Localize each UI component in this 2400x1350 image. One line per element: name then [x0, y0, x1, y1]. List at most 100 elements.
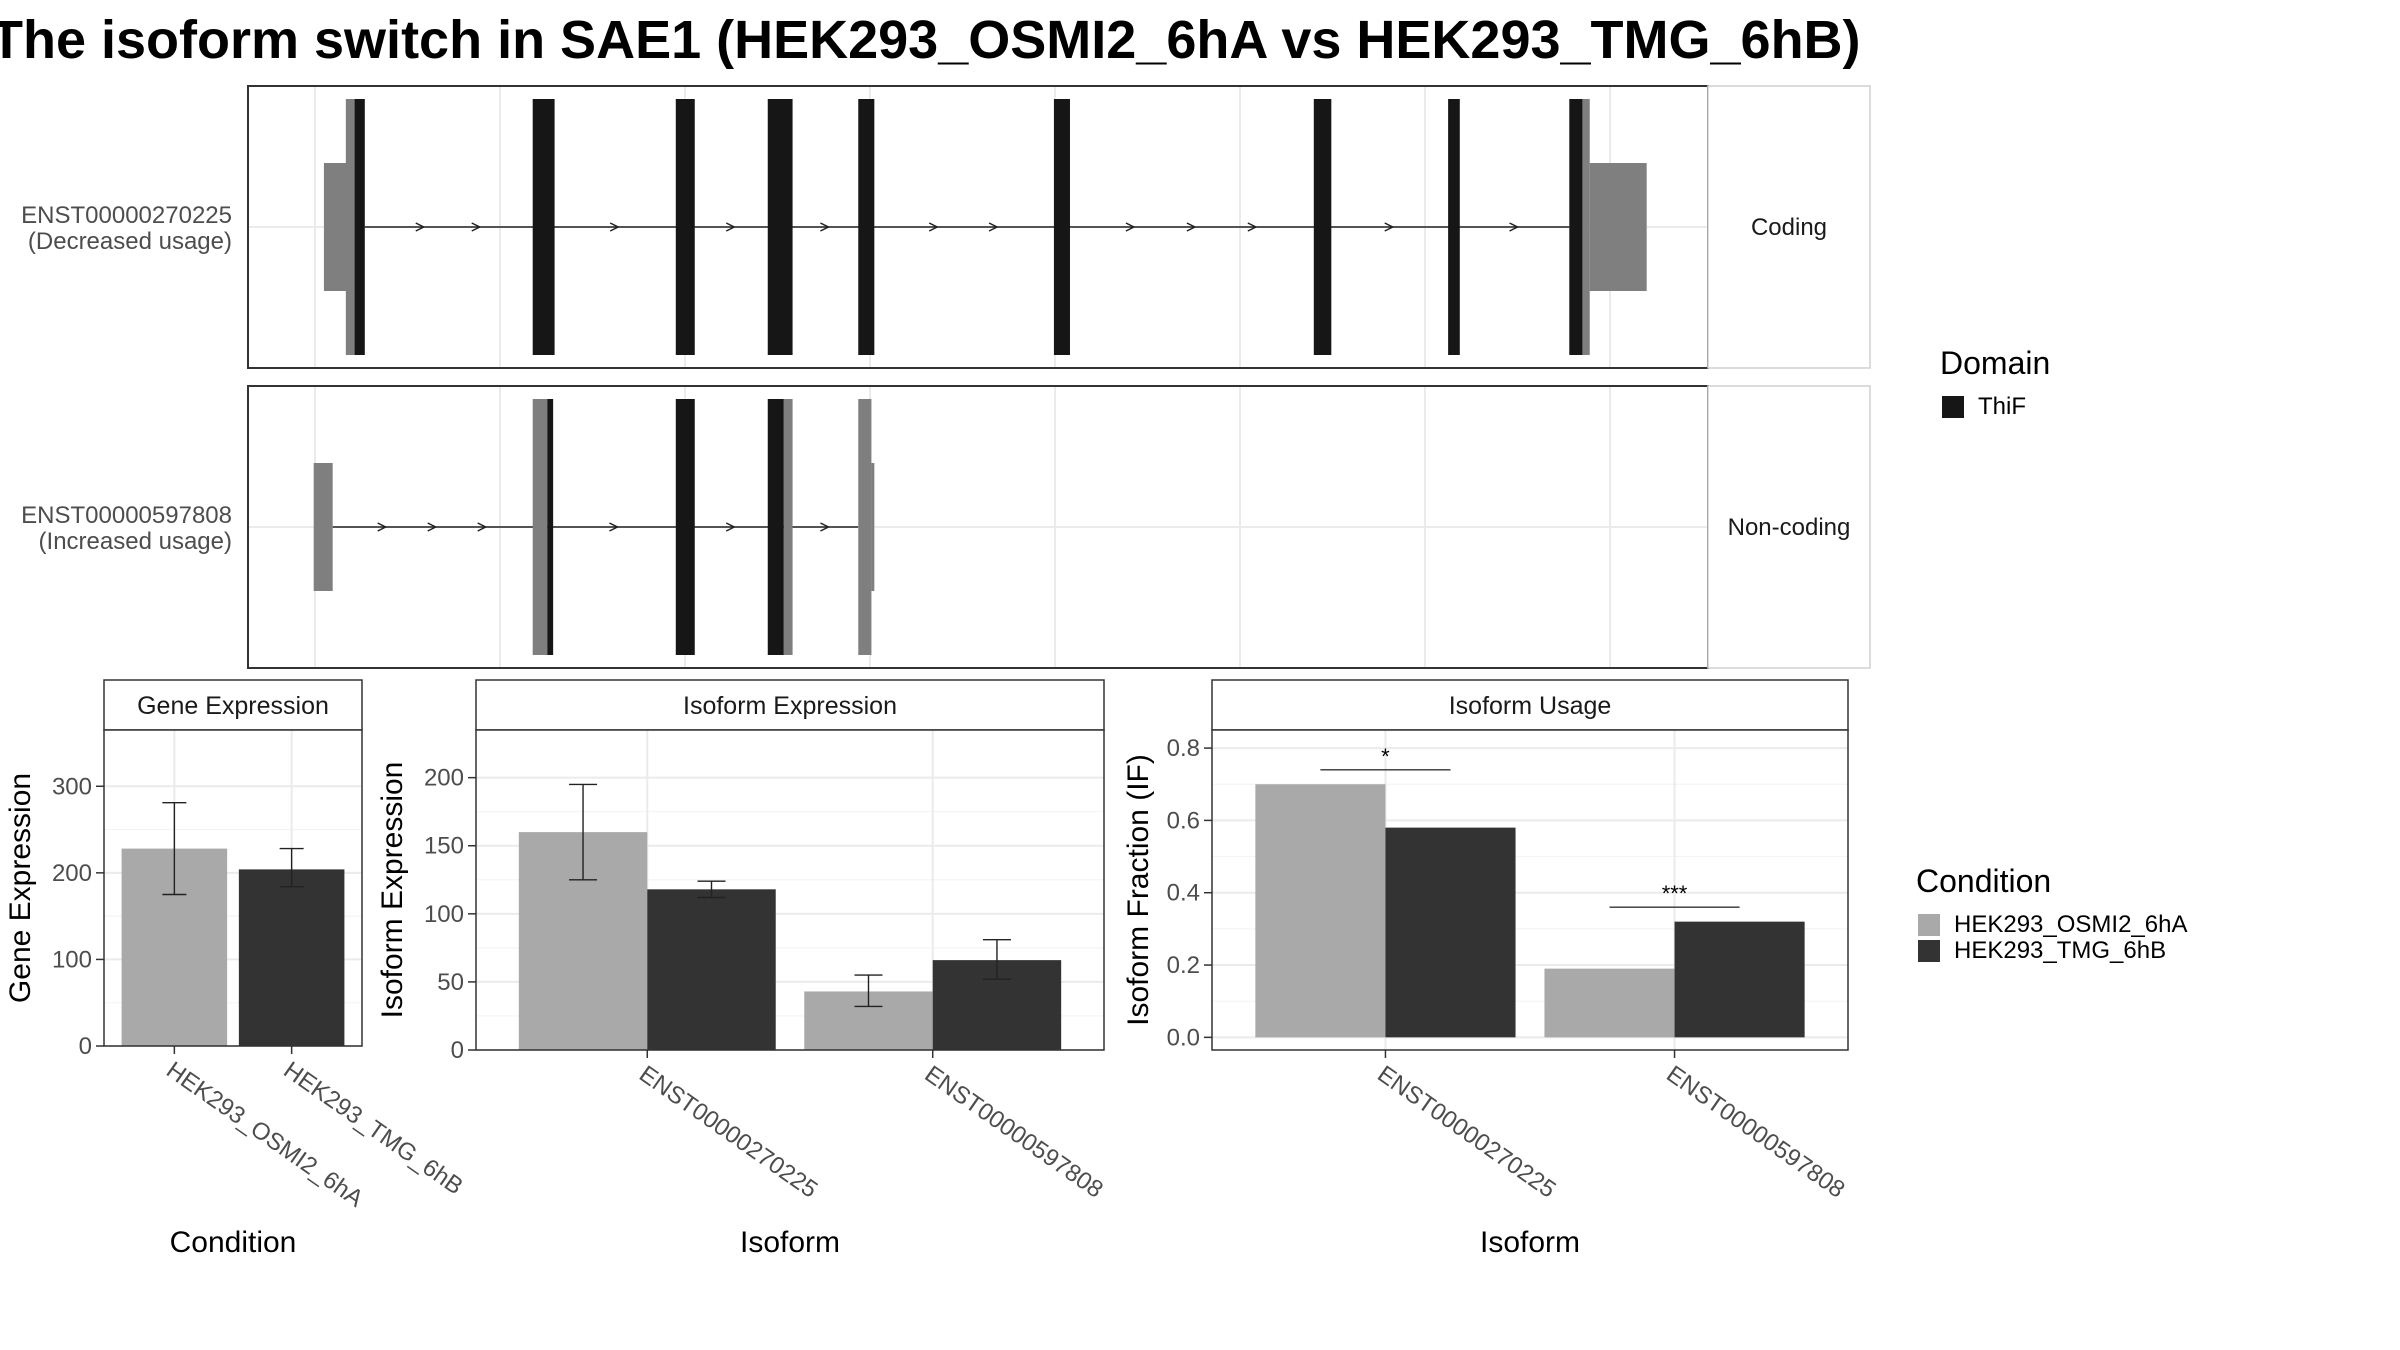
- panel-border: [103, 729, 363, 1047]
- y-tick-label: 0.4: [1167, 880, 1200, 907]
- exon-utr: [313, 463, 333, 591]
- y-tick-label: 0: [451, 1037, 464, 1064]
- intron-arrow: [1125, 222, 1136, 232]
- coding-label: Non-coding: [1728, 514, 1851, 541]
- intron-arrow: [609, 522, 620, 532]
- exon-cds: [1582, 99, 1590, 355]
- exon-domain: [675, 99, 695, 355]
- bar: [238, 869, 345, 1046]
- intron-arrow: [415, 222, 426, 232]
- transcript-panel-ENST00000270225: Coding ENST00000270225(Decreased usage): [21, 85, 1871, 369]
- domain-legend-key: [1942, 396, 1964, 418]
- panel-border: [475, 729, 1105, 1051]
- x-axis-title: Condition: [170, 1226, 297, 1259]
- exon-cds: [345, 99, 355, 355]
- intron-arrow: [1186, 222, 1197, 232]
- intron-arrow: [427, 522, 438, 532]
- exon-cds: [783, 399, 793, 655]
- y-tick-label: 50: [437, 969, 464, 996]
- intron-arrow: [820, 222, 831, 232]
- usage-label: (Increased usage): [39, 528, 232, 555]
- exon-domain: [1569, 99, 1583, 355]
- domain-legend-label: ThiF: [1978, 393, 2026, 420]
- condition-legend-title: Condition: [1916, 863, 2051, 899]
- panel-border: [1211, 729, 1849, 1051]
- intron-arrow: [1384, 222, 1395, 232]
- intron-arrow: [725, 522, 736, 532]
- x-tick-label: ENST00000270225: [1372, 1061, 1560, 1204]
- exon-domain: [547, 399, 554, 655]
- usage-label: (Decreased usage): [28, 228, 232, 255]
- exon-domain: [532, 99, 555, 355]
- y-tick-label: 0.8: [1167, 735, 1200, 762]
- y-axis-title: Gene Expression: [4, 773, 37, 1003]
- intron-arrow: [988, 222, 999, 232]
- condition-legend-key: [1918, 914, 1940, 936]
- coding-strip: [1707, 85, 1871, 369]
- intron-arrow: [471, 222, 482, 232]
- exon-domain: [767, 99, 793, 355]
- isoform-usage-panel: Isoform Usage****0.00.20.40.60.8ENST0000…: [1122, 679, 1850, 1259]
- y-tick-label: 200: [52, 860, 92, 887]
- panel-strip: [1211, 679, 1849, 731]
- exon-cds: [858, 399, 872, 655]
- intron-arrow: [820, 522, 831, 532]
- exon-cds: [532, 399, 548, 655]
- y-tick-label: 200: [424, 765, 464, 792]
- y-axis-title: Isoform Fraction (IF): [1122, 754, 1155, 1026]
- coding-strip: [1707, 385, 1871, 669]
- exon-domain: [1053, 99, 1070, 355]
- bar: [1674, 921, 1805, 1038]
- exon-domain: [1448, 99, 1460, 355]
- panel-strip: [103, 679, 363, 731]
- bar: [647, 889, 776, 1050]
- coding-label: Coding: [1751, 214, 1827, 241]
- isoform-expression-panel: Isoform Expression 0 50 100 150 200 ENST000002…: [376, 679, 1108, 1259]
- exon-utr: [871, 463, 875, 591]
- domain-legend-title: Domain: [1940, 345, 2050, 381]
- y-tick-label: 150: [424, 833, 464, 860]
- condition-legend-key: [1918, 940, 1940, 962]
- intron-arrow: [477, 522, 488, 532]
- panel-strip: [475, 679, 1105, 731]
- x-tick-label: ENST00000270225: [634, 1061, 822, 1204]
- x-tick-label: ENST00000597808: [920, 1061, 1108, 1204]
- transcript-id-label: ENST00000597808: [21, 502, 232, 529]
- y-tick-label: 0: [79, 1033, 92, 1060]
- figure-title: The isoform switch in SAE1 (HEK293_OSMI2…: [0, 10, 1861, 70]
- exon-domain: [767, 399, 784, 655]
- condition-legend-label: HEK293_TMG_6hB: [1954, 937, 2166, 964]
- panel-strip-label: Isoform Usage: [1449, 692, 1612, 720]
- x-axis-title: Isoform: [1480, 1226, 1580, 1259]
- bar: [1544, 968, 1675, 1038]
- y-tick-label: 100: [424, 901, 464, 928]
- condition-legend-label: HEK293_OSMI2_6hA: [1954, 911, 2187, 938]
- transcript-id-label: ENST00000270225: [21, 202, 232, 229]
- intron-arrow: [928, 222, 939, 232]
- significance-label: ***: [1662, 881, 1688, 906]
- bar: [1385, 827, 1516, 1038]
- y-tick-label: 300: [52, 773, 92, 800]
- significance-label: *: [1381, 744, 1390, 769]
- exon-domain: [675, 399, 695, 655]
- y-tick-label: 0.6: [1167, 807, 1200, 834]
- exon-domain: [858, 99, 875, 355]
- intron-arrow: [1247, 222, 1258, 232]
- intron-arrow: [377, 522, 388, 532]
- y-tick-label: 0.2: [1167, 952, 1200, 979]
- panel-strip-label: Isoform Expression: [683, 692, 897, 720]
- y-axis-title: Isoform Expression: [376, 762, 409, 1019]
- exon-utr: [1589, 163, 1647, 291]
- intron-arrow: [1509, 222, 1520, 232]
- transcript-structure-panels: Coding ENST00000270225(Decreased usage) No…: [21, 85, 1871, 669]
- intron-arrow: [725, 222, 736, 232]
- intron-arrow: [609, 222, 620, 232]
- x-tick-label: HEK293_OSMI2_6hA: [161, 1057, 368, 1213]
- exon-domain: [1313, 99, 1332, 355]
- x-tick-label: ENST00000597808: [1661, 1061, 1849, 1204]
- panel-strip-label: Gene Expression: [137, 692, 329, 720]
- y-tick-label: 0.0: [1167, 1024, 1200, 1051]
- bar: [1255, 784, 1386, 1038]
